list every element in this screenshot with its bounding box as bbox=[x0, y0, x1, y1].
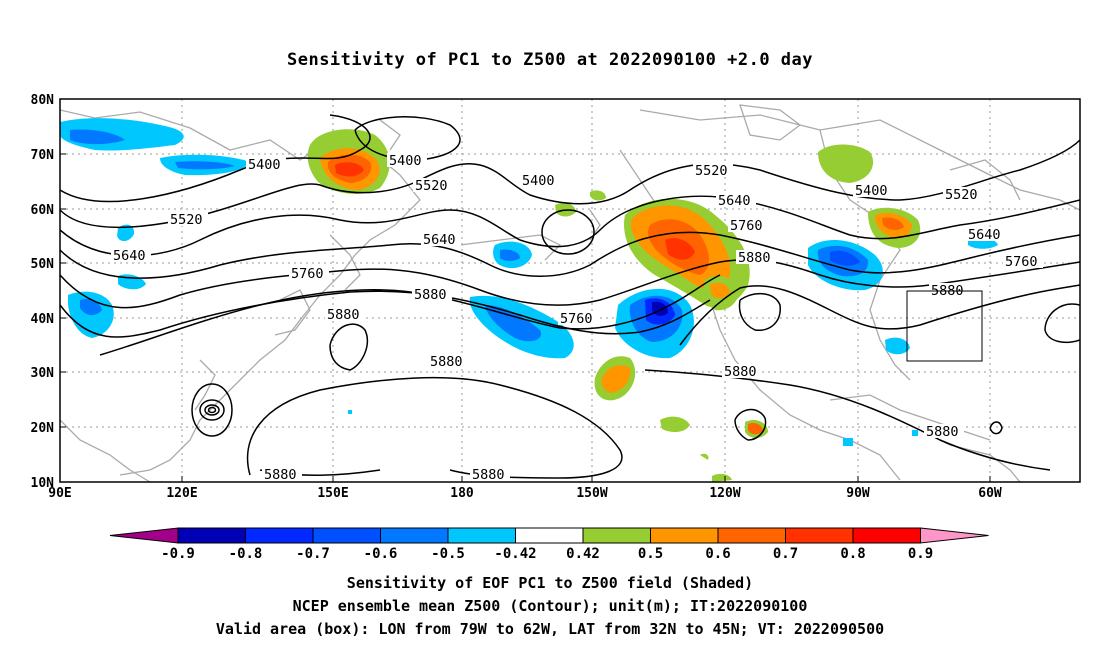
caption-valid-area: Valid area (box): LON from 79W to 62W, L… bbox=[215, 620, 885, 638]
lon-label: 180 bbox=[450, 486, 474, 501]
contour-labels: 5400 5400 5400 5400 5520 5520 5520 5520 … bbox=[111, 153, 1043, 483]
colorbar-segment bbox=[312, 527, 381, 544]
contour-label: 5640 bbox=[113, 248, 146, 264]
colorbar-segment bbox=[785, 527, 854, 544]
colorbar-segment bbox=[717, 527, 786, 544]
contour-label: 5760 bbox=[1005, 254, 1038, 270]
contour-label: 5520 bbox=[170, 212, 203, 228]
contour-label: 5640 bbox=[718, 193, 751, 209]
contour-label: 5520 bbox=[695, 163, 728, 179]
colorbar-label: -0.9 bbox=[161, 546, 195, 562]
colorbar-label: -0.8 bbox=[229, 546, 263, 562]
colorbar-segment bbox=[582, 527, 651, 544]
contour-label: 5520 bbox=[415, 178, 448, 194]
negative-shading bbox=[60, 118, 998, 446]
colorbar-label: 0.42 bbox=[566, 546, 600, 562]
contour-label: 5760 bbox=[291, 266, 324, 282]
contour-label: 5880 bbox=[264, 467, 297, 483]
contour-label: 5760 bbox=[560, 311, 593, 327]
contour-label: 5400 bbox=[248, 157, 281, 173]
lon-label: 90E bbox=[48, 486, 71, 501]
lat-label: 10N bbox=[31, 476, 55, 491]
contour-label: 5880 bbox=[738, 250, 771, 266]
colorbar-label: 0.5 bbox=[638, 546, 663, 562]
lat-label: 20N bbox=[31, 421, 55, 436]
colorbar-segment bbox=[245, 527, 314, 544]
lat-label: 50N bbox=[31, 257, 55, 272]
colorbar-label: -0.7 bbox=[296, 546, 330, 562]
colorbar-label: 0.7 bbox=[773, 546, 798, 562]
colorbar-arrow-high bbox=[920, 527, 989, 544]
contour-label: 5400 bbox=[389, 153, 422, 169]
tick-marks bbox=[60, 98, 991, 483]
contour-label: 5640 bbox=[968, 227, 1001, 243]
lat-label: 70N bbox=[31, 148, 55, 163]
lon-label: 120E bbox=[166, 486, 197, 501]
lon-label: 120W bbox=[709, 486, 740, 501]
lon-label: 60W bbox=[978, 486, 1002, 501]
colorbar-label: 0.8 bbox=[840, 546, 865, 562]
lon-label: 150E bbox=[317, 486, 348, 501]
contour-label: 5880 bbox=[472, 467, 505, 483]
contour-label: 5400 bbox=[522, 173, 555, 189]
contour-label: 5880 bbox=[724, 364, 757, 380]
lon-label: 90W bbox=[846, 486, 870, 501]
colorbar-label: 0.6 bbox=[705, 546, 730, 562]
lon-label: 150W bbox=[576, 486, 607, 501]
colorbar-segment bbox=[852, 527, 921, 544]
colorbar-segment bbox=[447, 527, 516, 544]
colorbar-segment bbox=[650, 527, 719, 544]
contour-label: 5880 bbox=[414, 287, 447, 303]
plot-title: Sensitivity of PC1 to Z500 at 2022090100… bbox=[286, 50, 813, 70]
map-content: 5400 5400 5400 5400 5520 5520 5520 5520 … bbox=[60, 99, 1080, 483]
contour-label: 5880 bbox=[430, 354, 463, 370]
map-border bbox=[59, 98, 1081, 483]
colorbar-label: -0.42 bbox=[494, 546, 536, 562]
lat-label: 40N bbox=[31, 312, 55, 327]
colorbar-segment bbox=[515, 527, 584, 544]
contour-label: 5760 bbox=[730, 218, 763, 234]
longitude-labels: 90E 120E 150E 180 150W 120W 90W 60W bbox=[48, 486, 1002, 501]
valid-area-box bbox=[906, 290, 983, 362]
positive-shading bbox=[307, 129, 921, 482]
colorbar-label: 0.9 bbox=[908, 546, 933, 562]
colorbar-arrow-low bbox=[109, 527, 179, 544]
contour-label: 5880 bbox=[926, 424, 959, 440]
colorbar-segment bbox=[177, 527, 246, 544]
latitude-labels: 80N 70N 60N 50N 40N 30N 20N 10N bbox=[31, 93, 55, 491]
caption-contour: NCEP ensemble mean Z500 (Contour); unit(… bbox=[292, 597, 808, 615]
colorbar: -0.9 -0.8 -0.7 -0.6 -0.5 -0.42 0.42 0.5 0.6 0.7 0.… bbox=[109, 527, 989, 562]
z500-contours bbox=[60, 114, 1080, 479]
caption-shaded: Sensitivity of EOF PC1 to Z500 field (Sh… bbox=[346, 574, 754, 592]
contour-label: 5400 bbox=[855, 183, 888, 199]
contour-label: 5520 bbox=[945, 187, 978, 203]
colorbar-label: -0.5 bbox=[431, 546, 465, 562]
colorbar-segment bbox=[380, 527, 449, 544]
colorbar-label: -0.6 bbox=[364, 546, 398, 562]
lat-label: 80N bbox=[31, 93, 55, 108]
contour-label: 5880 bbox=[327, 307, 360, 323]
contour-label: 5640 bbox=[423, 232, 456, 248]
lat-label: 60N bbox=[31, 203, 55, 218]
lat-label: 30N bbox=[31, 366, 55, 381]
